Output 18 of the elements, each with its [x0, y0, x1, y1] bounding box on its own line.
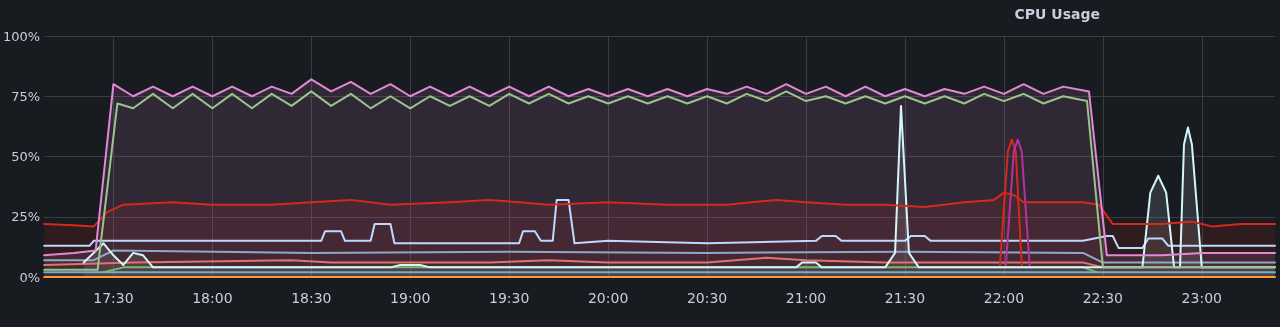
x-tick-label: 18:30 [291, 290, 332, 306]
x-tick-label: 23:00 [1181, 290, 1222, 306]
y-tick-label: 75% [11, 88, 41, 104]
x-tick-label: 20:00 [587, 290, 629, 306]
y-tick-label: 100% [2, 28, 41, 44]
x-tick-label: 20:30 [686, 290, 728, 306]
x-tick-label: 21:30 [884, 290, 926, 306]
x-tick-label: 18:00 [192, 290, 233, 306]
y-tick-label: 50% [11, 149, 41, 164]
x-tick-label: 19:30 [489, 290, 530, 306]
x-tick-label: 21:00 [785, 290, 827, 306]
chart-title: CPU Usage [1014, 6, 1101, 22]
x-tick-label: 22:00 [983, 290, 1025, 306]
x-tick-label: 22:30 [1082, 290, 1124, 306]
x-tick-label: 17:30 [93, 290, 134, 306]
x-tick-label: 19:00 [390, 290, 431, 306]
y-tick-label: 0% [19, 269, 41, 285]
y-tick-label: 25% [11, 209, 41, 225]
